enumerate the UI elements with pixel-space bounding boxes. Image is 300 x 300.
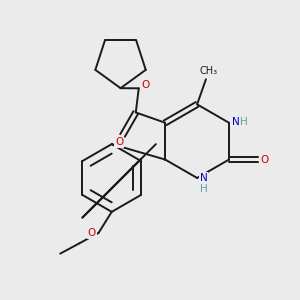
Text: O: O	[115, 137, 123, 147]
Text: CH₃: CH₃	[200, 66, 218, 76]
Text: O: O	[261, 154, 269, 165]
Text: O: O	[141, 80, 149, 90]
Text: H: H	[200, 184, 208, 194]
Text: N: N	[200, 173, 208, 183]
Text: H: H	[240, 117, 248, 127]
Text: N: N	[232, 117, 239, 127]
Text: O: O	[88, 228, 96, 238]
